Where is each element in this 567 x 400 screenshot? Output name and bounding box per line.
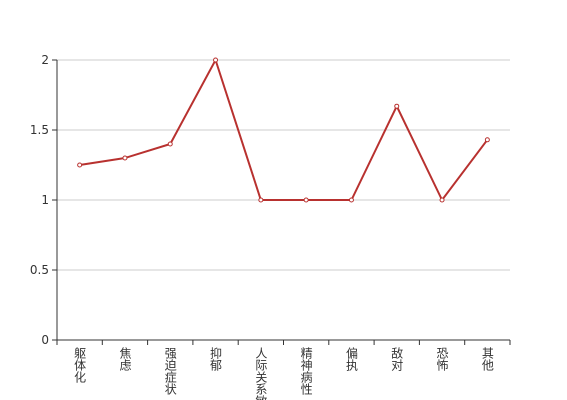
y-tick-label: 0	[41, 333, 49, 347]
y-tick-label: 1	[41, 193, 49, 207]
point	[303, 197, 309, 203]
y-tick-label: 0.5	[30, 263, 49, 277]
point	[258, 197, 264, 203]
point	[77, 162, 83, 168]
point	[167, 141, 173, 147]
point	[122, 155, 128, 161]
point	[484, 137, 490, 143]
point	[439, 197, 445, 203]
x-tick-label: 敌对	[390, 346, 404, 371]
point	[213, 57, 219, 63]
x-tick-label: 人际关系敏感	[254, 347, 268, 400]
point	[348, 197, 354, 203]
x-tick-label: 抑郁	[209, 346, 223, 372]
line	[79, 57, 489, 202]
x-tick-label: 其他	[480, 347, 494, 371]
x-tick-label: 强迫症状	[163, 347, 177, 395]
y-tick-label: 1.5	[30, 123, 49, 137]
x-tick-label: 焦虑	[118, 347, 132, 371]
x-tick-label: 躯体化	[73, 346, 87, 384]
y-tick-label: 2	[41, 53, 49, 67]
x-tick-label: 恐怖	[435, 347, 449, 371]
x-tick-label: 偏执	[344, 346, 358, 372]
point	[394, 103, 400, 109]
x-tick-label: 精神病性	[299, 347, 313, 396]
